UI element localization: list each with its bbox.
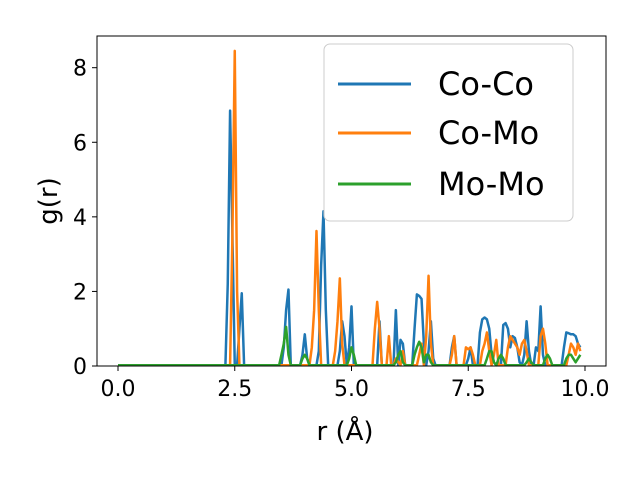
y-tick-label: 8 [73,57,87,82]
series-line-mo-mo [118,325,582,367]
x-axis-label: r (Å) [316,415,373,447]
y-axis-label: g(r) [34,177,64,224]
y-axis: 0 2 4 6 8 [73,57,97,380]
legend-label-co-co: Co-Co [438,65,534,103]
y-tick-label: 0 [73,355,87,380]
x-tick-label: 10.0 [560,377,609,402]
legend-box [323,43,574,222]
x-axis: 0.0 2.5 5.0 7.5 10.0 [101,366,609,402]
legend-label-co-mo: Co-Mo [438,114,539,152]
x-tick-label: 7.5 [451,377,486,402]
y-tick-label: 6 [73,131,87,156]
legend-label-mo-mo: Mo-Mo [438,165,545,203]
x-tick-label: 2.5 [217,377,252,402]
x-tick-label: 0.0 [101,377,136,402]
y-tick-label: 4 [73,206,87,231]
x-tick-label: 5.0 [334,377,369,402]
y-tick-label: 2 [73,280,87,305]
legend: Co-Co Co-Mo Mo-Mo [323,43,574,222]
plot-lines [118,49,582,367]
